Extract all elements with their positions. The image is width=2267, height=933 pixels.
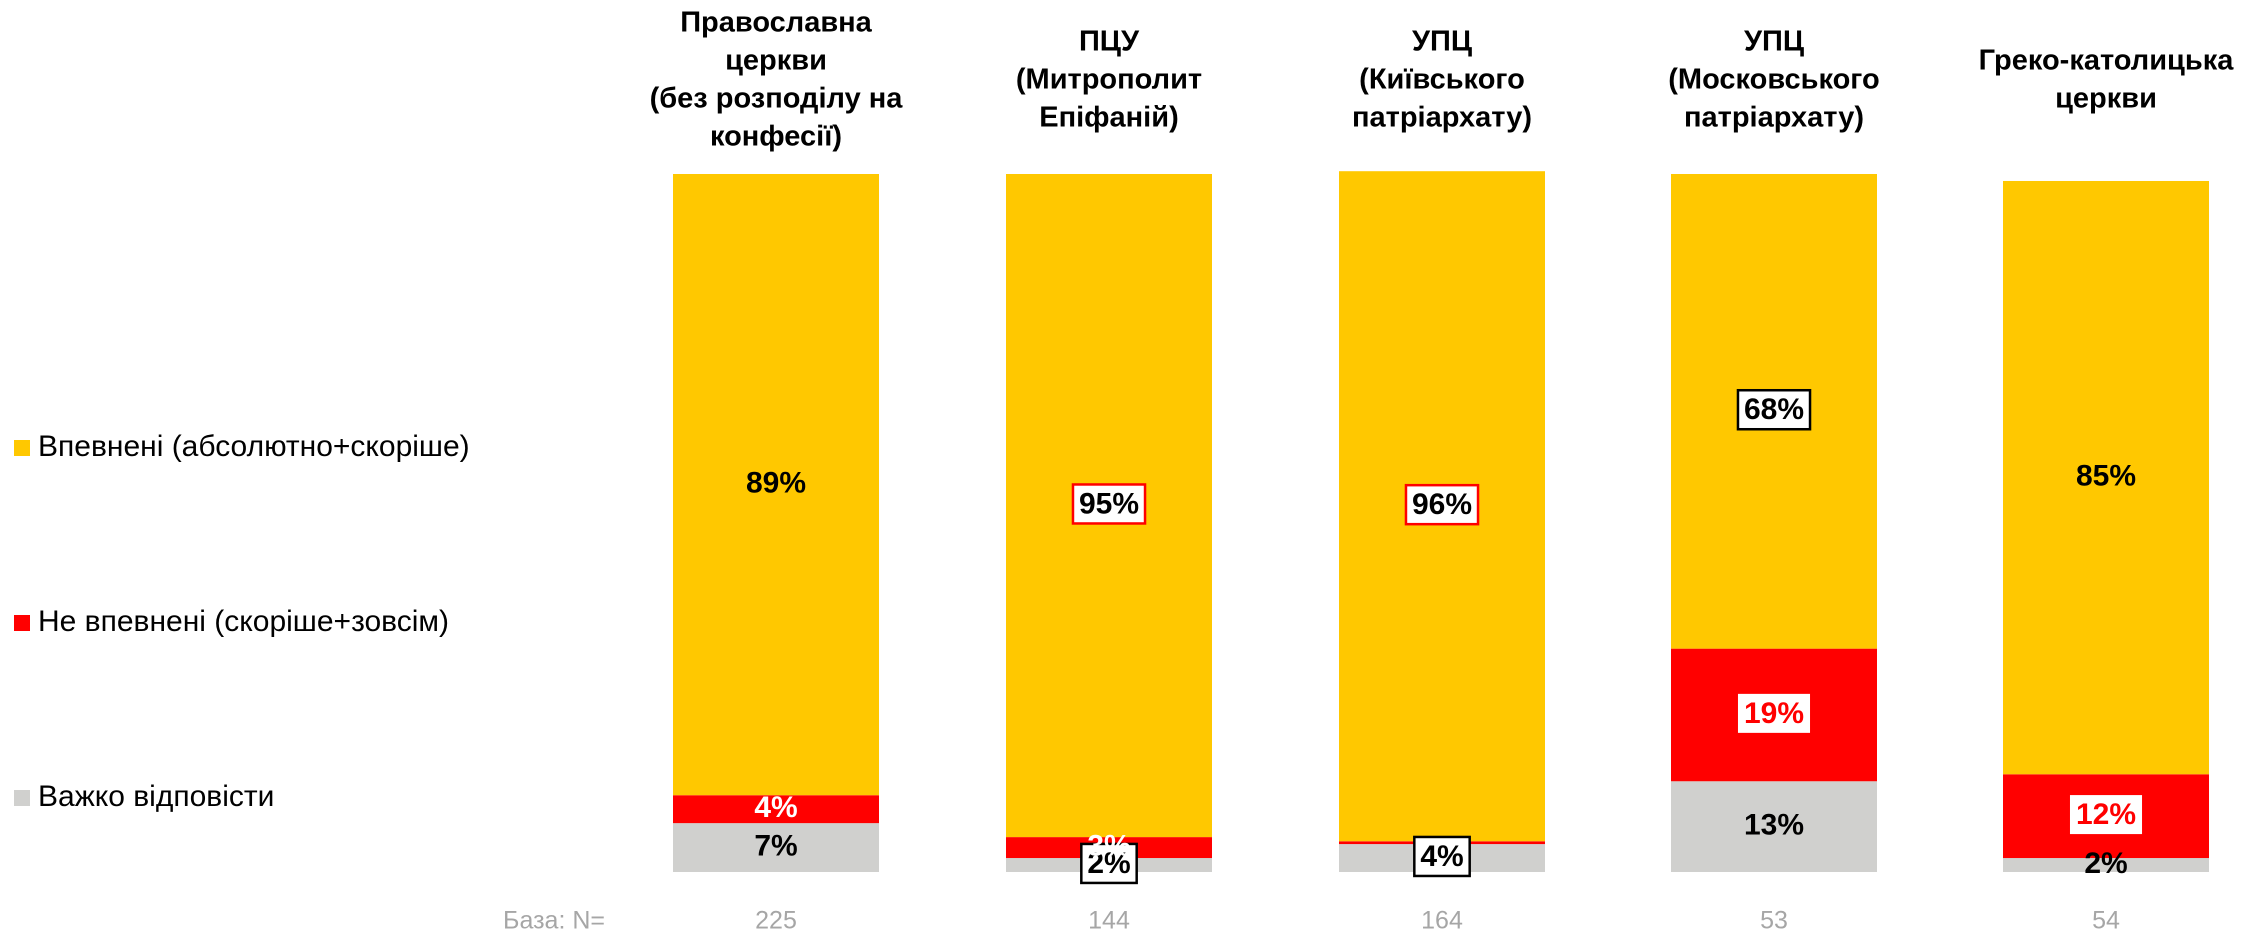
- value-label-group: 2%: [1080, 842, 1138, 885]
- value-label-group: 12%: [2069, 795, 2143, 835]
- value-label: 19%: [1744, 697, 1804, 730]
- value-label: 3%: [1087, 829, 1130, 862]
- value-label: 7%: [754, 829, 797, 862]
- category-label: конфесії): [710, 121, 842, 153]
- value-label-box: [1413, 835, 1471, 878]
- category-label: церкви: [725, 45, 827, 77]
- bar-segment: [673, 795, 879, 824]
- value-label-box: [1404, 483, 1480, 526]
- value-label-group: 13%: [1744, 809, 1804, 842]
- legend-swatch: [14, 615, 30, 631]
- base-value: 54: [2092, 907, 2120, 933]
- value-label-group: 68%: [1736, 388, 1812, 431]
- category-label: патріархату): [1684, 102, 1864, 134]
- value-label: 68%: [1744, 393, 1804, 426]
- value-label-box: [1080, 842, 1138, 885]
- value-label: 13%: [1744, 809, 1804, 842]
- category-label: церкви: [2055, 83, 2157, 115]
- base-label: База: N=: [503, 907, 605, 933]
- value-label: 96%: [1412, 488, 1472, 521]
- value-label-box: [1071, 483, 1147, 525]
- value-label-group: 85%: [2076, 460, 2136, 493]
- bar-segment: [2003, 858, 2209, 872]
- category-label: ПЦУ: [1079, 26, 1140, 58]
- base-value: 53: [1760, 907, 1788, 933]
- legend-swatch: [14, 790, 30, 806]
- value-label: 2%: [2084, 847, 2127, 880]
- base-value: 225: [755, 907, 797, 933]
- base-value: 164: [1421, 907, 1463, 933]
- bar-segment: [673, 823, 879, 872]
- value-label: 85%: [2076, 460, 2136, 493]
- value-label: 89%: [746, 467, 806, 500]
- value-label-group: 4%: [754, 791, 797, 824]
- category-label: (Митрополит: [1016, 64, 1202, 96]
- value-label: 12%: [2076, 798, 2136, 831]
- bar-segment: [1671, 781, 1877, 872]
- category-label: патріархату): [1352, 102, 1532, 134]
- value-label: 4%: [1420, 840, 1463, 873]
- value-label: 2%: [1087, 847, 1130, 880]
- value-label-group: 96%: [1404, 483, 1480, 526]
- category-label: Греко-католицька: [1979, 45, 2235, 77]
- value-label-group: 4%: [1413, 835, 1471, 878]
- value-label-group: 3%: [1087, 829, 1130, 862]
- base-value: 144: [1088, 907, 1130, 933]
- value-label-group: 95%: [1071, 483, 1147, 525]
- category-label: УПЦ: [1744, 26, 1804, 58]
- value-label: 95%: [1079, 487, 1139, 520]
- category-label: Православна: [680, 7, 872, 39]
- bar-segment: [673, 174, 879, 796]
- value-label-box: [2069, 795, 2143, 835]
- category-label: (Московського: [1668, 64, 1879, 96]
- legend-label: Впевнені (абсолютно+скоріше): [38, 430, 470, 463]
- value-label-group: 7%: [754, 829, 797, 862]
- category-label: УПЦ: [1412, 26, 1472, 58]
- legend-label: Не впевнені (скоріше+зовсім): [38, 605, 449, 638]
- category-label: (Київського: [1359, 64, 1525, 96]
- value-label-group: 89%: [746, 467, 806, 500]
- category-label: (без розподілу на: [650, 83, 904, 115]
- category-label: Епіфаній): [1039, 102, 1178, 134]
- legend-label: Важко відповісти: [38, 780, 274, 813]
- bar-segment: [2003, 180, 2209, 775]
- legend-swatch: [14, 440, 30, 456]
- value-label-box: [1737, 693, 1811, 733]
- value-label: 4%: [754, 791, 797, 824]
- value-label-group: 2%: [2084, 847, 2127, 880]
- value-label-group: 19%: [1737, 693, 1811, 733]
- value-label-box: [1736, 388, 1812, 431]
